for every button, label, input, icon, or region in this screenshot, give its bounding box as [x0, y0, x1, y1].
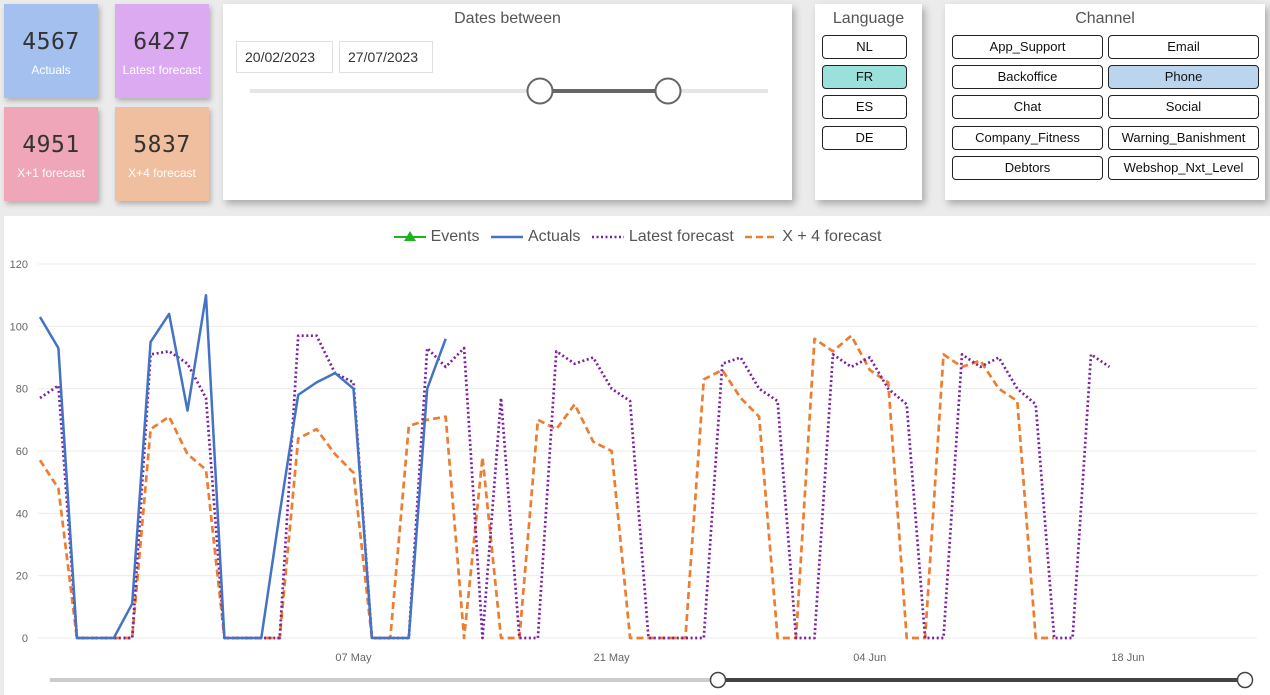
y-tick-label: 0 [22, 633, 28, 645]
forecast-line-chart: Events Actuals Latest forecast X + 4 for… [4, 216, 1270, 695]
kpi-value: 4951 [4, 132, 98, 158]
language-option-fr[interactable]: FR [822, 65, 907, 89]
scroll-end-handle[interactable] [1238, 673, 1253, 688]
kpi-label: Latest forecast [115, 63, 209, 77]
x-tick-label: 04 Jun [853, 652, 886, 664]
channel-option-email[interactable]: Email [1108, 35, 1259, 59]
kpi-card-actuals: 4567 Actuals [4, 4, 98, 98]
kpi-value: 6427 [115, 29, 209, 55]
kpi-card-latest-forecast: 6427 Latest forecast [115, 4, 209, 98]
channel-option-backoffice[interactable]: Backoffice [952, 65, 1103, 89]
channel-slicer: Channel App_Support Email Backoffice Pho… [945, 4, 1265, 200]
x-axis-scroll-slider[interactable] [50, 673, 1253, 688]
kpi-card-x1-forecast: 4951 X+1 forecast [4, 107, 98, 201]
channel-option-webshop-nxt-level[interactable]: Webshop_Nxt_Level [1108, 156, 1259, 180]
end-date-input[interactable]: 27/07/2023 [339, 41, 433, 73]
x-axis: 07 May 21 May 04 Jun 18 Jun [335, 652, 1144, 664]
x-tick-label: 07 May [335, 652, 372, 664]
channel-option-debtors[interactable]: Debtors [952, 156, 1103, 180]
x-tick-label: 21 May [594, 652, 631, 664]
language-option-es[interactable]: ES [822, 95, 907, 119]
kpi-label: X+1 forecast [4, 166, 98, 180]
channel-option-company-fitness[interactable]: Company_Fitness [952, 126, 1103, 150]
channel-option-social[interactable]: Social [1108, 95, 1259, 119]
y-tick-label: 20 [16, 571, 28, 583]
scroll-start-handle[interactable] [711, 673, 726, 688]
kpi-value: 4567 [4, 29, 98, 55]
chart-plot-area: 0 20 40 60 80 100 120 07 May 21 May 04 Jun 18 Jun [4, 216, 1270, 695]
y-tick-label: 60 [16, 446, 28, 458]
language-option-nl[interactable]: NL [822, 35, 907, 59]
date-range-slider[interactable] [223, 4, 792, 200]
kpi-card-x4-forecast: 5837 X+4 forecast [115, 107, 209, 201]
language-slicer-title: Language [815, 10, 922, 28]
y-tick-label: 40 [16, 508, 28, 520]
y-tick-label: 80 [16, 384, 28, 396]
channel-option-chat[interactable]: Chat [952, 95, 1103, 119]
language-slicer: Language NL FR ES DE [815, 4, 922, 200]
y-tick-label: 120 [10, 259, 28, 271]
channel-option-phone[interactable]: Phone [1108, 65, 1259, 89]
start-date-input[interactable]: 20/02/2023 [236, 41, 333, 73]
channel-slicer-title: Channel [945, 10, 1265, 28]
slider-end-handle[interactable] [656, 79, 681, 104]
date-range-slicer: Dates between 20/02/2023 27/07/2023 [223, 4, 792, 200]
y-tick-label: 100 [10, 321, 28, 333]
y-axis: 0 20 40 60 80 100 120 [10, 259, 28, 645]
date-slicer-title: Dates between [223, 10, 792, 28]
series-line-actuals[interactable] [40, 295, 446, 638]
kpi-value: 5837 [115, 132, 209, 158]
slider-start-handle[interactable] [528, 79, 553, 104]
chart-series [40, 295, 1110, 638]
series-line-latest-forecast[interactable] [40, 336, 1110, 638]
kpi-label: X+4 forecast [115, 166, 209, 180]
kpi-label: Actuals [4, 63, 98, 77]
channel-option-warning-banishment[interactable]: Warning_Banishment [1108, 126, 1259, 150]
language-option-de[interactable]: DE [822, 126, 907, 150]
x-tick-label: 18 Jun [1111, 652, 1144, 664]
channel-option-app-support[interactable]: App_Support [952, 35, 1103, 59]
